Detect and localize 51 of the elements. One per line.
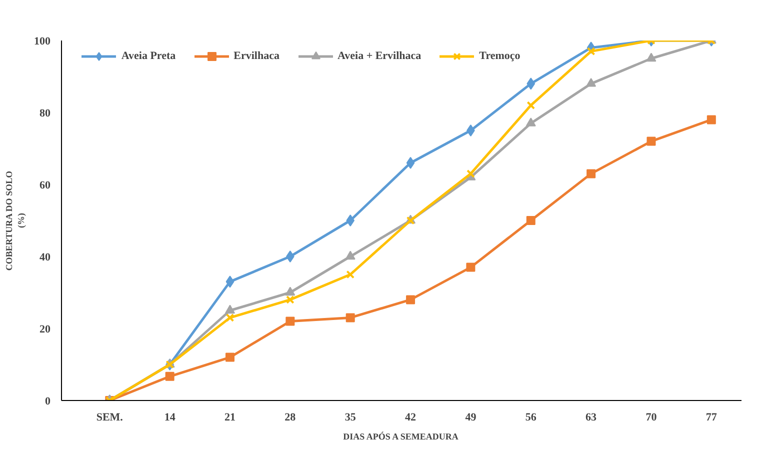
point xyxy=(706,115,716,124)
point xyxy=(224,304,235,314)
x-axis-title: DIAS APÓS A SEMEADURA xyxy=(343,432,459,442)
point xyxy=(586,78,596,87)
point xyxy=(226,276,234,288)
point xyxy=(526,118,536,126)
x-tick-label: 42 xyxy=(405,412,417,424)
point xyxy=(406,295,416,304)
point xyxy=(526,101,536,110)
point xyxy=(526,78,536,90)
x-tick-label: 56 xyxy=(525,412,537,424)
point xyxy=(225,352,234,362)
point xyxy=(165,372,174,381)
y-tick-label: 20 xyxy=(40,324,51,336)
point xyxy=(586,47,596,56)
x-tick-label: SEM. xyxy=(96,412,124,424)
x-tick-label: 49 xyxy=(465,412,477,424)
x-tick-label: 77 xyxy=(706,412,718,424)
x-tick-label: 14 xyxy=(164,412,176,424)
y-tick-label: 60 xyxy=(40,180,51,192)
point xyxy=(286,316,295,326)
legend-label: Ervilhaca xyxy=(234,50,280,62)
x-tick-label: 28 xyxy=(284,412,296,424)
point xyxy=(646,136,656,146)
y-tick-label: 100 xyxy=(34,36,51,48)
point xyxy=(466,124,475,136)
point xyxy=(346,313,355,322)
point xyxy=(345,250,356,260)
y-tick-label: 0 xyxy=(45,396,51,408)
legend-label: Aveia + Ervilhaca xyxy=(338,50,422,62)
point xyxy=(286,296,294,304)
point xyxy=(346,214,355,226)
x-tick-label: 63 xyxy=(586,412,598,424)
y-tick-label: 80 xyxy=(40,108,51,120)
point xyxy=(466,170,475,178)
point xyxy=(286,250,294,262)
y-tick-label: 40 xyxy=(40,252,51,264)
legend-label: Aveia Preta xyxy=(121,50,176,62)
point xyxy=(346,270,355,279)
point xyxy=(646,52,656,62)
legend-label: Tremoço xyxy=(479,50,520,62)
x-tick-label: 35 xyxy=(344,412,356,424)
point xyxy=(226,314,234,322)
x-tick-label: 21 xyxy=(224,412,236,424)
point xyxy=(526,216,536,225)
point xyxy=(406,156,415,169)
y-axis-title: COBERTURA DO SOLO (%) xyxy=(4,170,26,271)
point xyxy=(285,286,296,296)
x-tick-label: 70 xyxy=(646,412,658,424)
point xyxy=(466,262,476,272)
point xyxy=(586,169,596,178)
